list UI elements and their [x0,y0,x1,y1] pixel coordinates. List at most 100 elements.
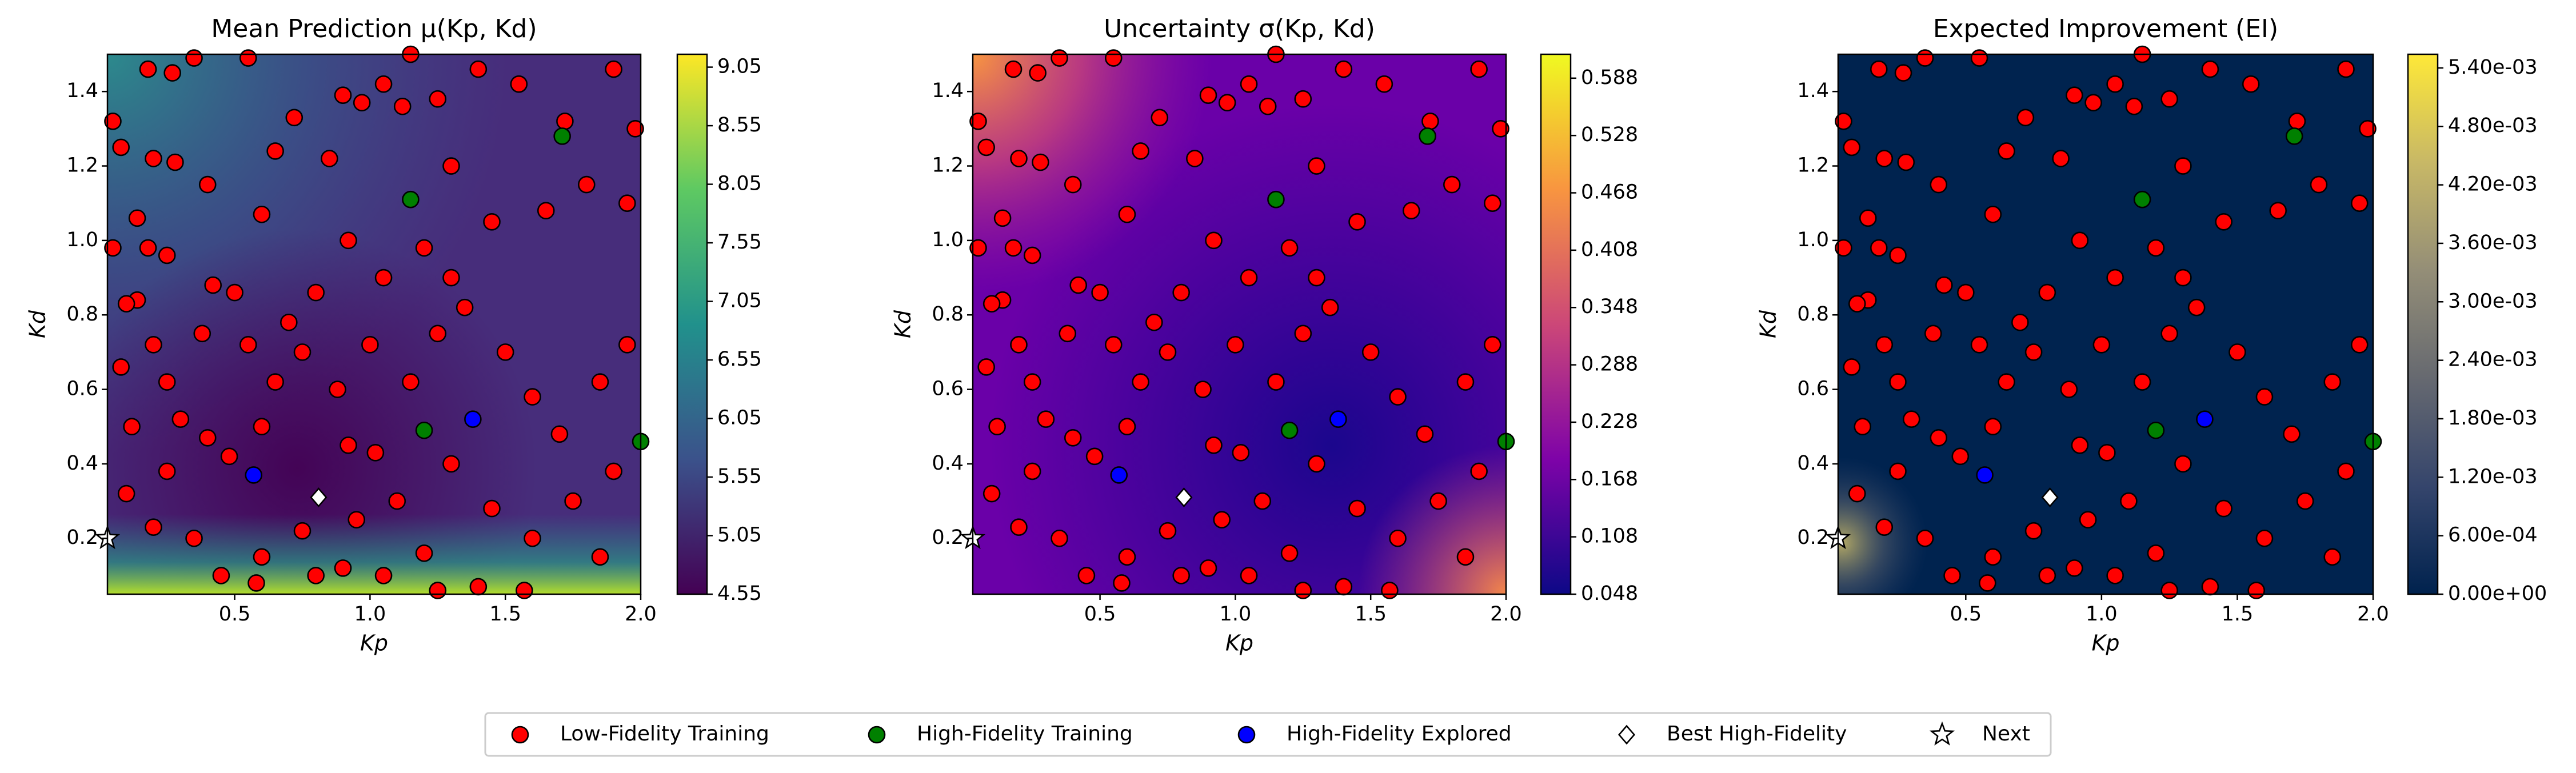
marker-circle [1870,239,1888,257]
marker-circle [104,239,122,257]
marker-circle [1843,358,1861,376]
colorbar-tick-label: 4.55 [717,582,762,605]
x-tick-label: 2.0 [625,603,657,626]
marker-circle [366,444,385,462]
marker-circle [1889,462,1907,480]
marker-circle [145,150,162,167]
marker-circle [1059,325,1077,343]
y-axis-label: Kd [890,310,916,338]
x-tick-label: 1.5 [489,603,521,626]
marker-circle [2310,175,2328,194]
marker-circle [2201,578,2219,596]
marker-circle [516,582,533,599]
marker-circle [212,567,230,584]
colorbar-tick-label: 0.588 [1581,66,1638,89]
colorbar-tick-label: 6.55 [717,348,762,371]
marker-circle [1843,138,1861,157]
marker-circle [1029,64,1047,82]
marker-circle [1421,113,1439,130]
marker-circle [2174,455,2192,473]
colorbar-tick-label: 0.468 [1581,181,1638,204]
marker-circle [112,138,130,157]
marker-circle [307,567,325,584]
marker-circle [2350,194,2369,212]
chart-title: Expected Improvement (EI) [1933,14,2278,43]
marker-circle [1172,283,1190,302]
marker-circle [285,109,303,127]
marker-circle [2052,150,2070,167]
marker-circle [1976,466,1994,484]
marker-circle [1402,202,1420,220]
chart-title: Uncertainty σ(Kp, Kd) [1104,14,1375,43]
x-axis-label: Kp [2091,631,2119,656]
marker-circle [1051,49,1068,67]
marker-circle [245,466,263,484]
marker-circle [2323,548,2342,566]
marker-circle [393,97,412,115]
marker-circle [429,582,447,599]
marker-circle [2071,231,2089,250]
marker-circle [591,373,609,391]
marker-circle [1335,578,1353,596]
marker-circle [1916,529,1934,547]
marker-circle [1064,175,1082,194]
colorbar-tick-label: 0.288 [1581,353,1638,376]
marker-circle [1037,410,1055,428]
marker-circle [402,190,420,209]
marker-circle [2201,60,2219,78]
marker-circle [550,425,569,443]
marker-circle [239,49,257,67]
marker-circle [469,578,488,596]
marker-circle [1335,60,1353,78]
marker-circle [1897,153,1915,171]
marker-circle [1145,313,1163,331]
marker-circle [1875,518,1894,536]
marker-circle [415,544,433,562]
legend-box [484,712,2052,757]
marker-circle [402,373,420,391]
marker-circle [464,410,482,428]
marker-circle [2079,511,2097,528]
colorbar-tick-label: 5.05 [717,524,762,547]
marker-circle [442,157,460,175]
marker-circle [1484,194,1501,212]
marker-circle [415,421,433,439]
colorbar-tick-label: 0.528 [1581,123,1638,146]
y-axis-label: Kd [25,310,50,338]
heatmap [1838,54,2373,594]
marker-circle [988,418,1006,436]
marker-circle [1484,336,1501,354]
heatmap [973,54,1506,594]
y-tick-label: 1.2 [1797,154,1829,177]
marker-circle [977,358,995,376]
marker-circle [1889,373,1907,391]
marker-circle [1970,336,1988,354]
marker-circle [1104,336,1123,354]
marker-circle [415,239,433,257]
marker-circle [321,150,338,167]
marker-circle [2288,113,2306,130]
marker-circle [193,325,211,343]
marker-circle [429,90,447,108]
marker-circle [1118,418,1136,436]
marker-circle [2147,239,2165,257]
marker-circle [1470,462,1488,480]
marker-circle [1419,127,1436,145]
marker-circle [2296,492,2314,510]
marker-circle [1294,90,1312,108]
marker-circle [2187,298,2206,317]
colorbar-tick-label: 1.20e-03 [2448,465,2538,488]
colorbar-tick-label: 4.80e-03 [2448,114,2538,137]
marker-circle [969,239,987,257]
marker-circle [2060,381,2078,398]
marker-circle [1329,410,1347,428]
y-tick-label: 1.4 [932,79,964,102]
marker-circle [117,295,135,313]
marker-circle [2255,388,2274,406]
marker-circle [1984,205,2002,223]
marker-circle [253,548,271,566]
y-tick-label: 1.4 [1797,79,1829,102]
marker-circle [1835,113,1852,130]
marker-circle [1199,559,1217,577]
marker-circle [128,209,146,227]
